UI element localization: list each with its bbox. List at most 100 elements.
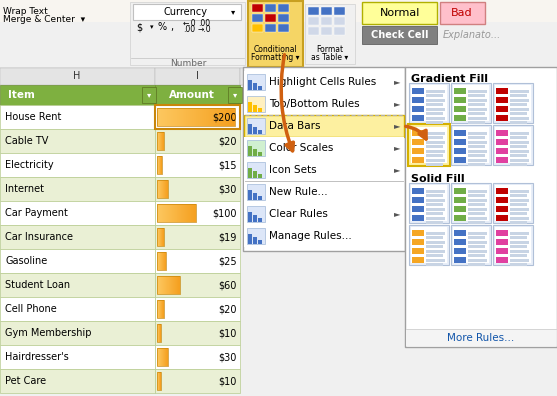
Text: Icon Sets: Icon Sets [269, 165, 316, 175]
Bar [159, 108, 160, 126]
Bar [510, 154, 527, 157]
Bar [181, 204, 182, 222]
Bar [160, 324, 161, 342]
Bar [496, 248, 508, 254]
Bar [321, 7, 332, 15]
Bar [188, 204, 189, 222]
Bar [158, 156, 159, 174]
Text: $60: $60 [219, 280, 237, 290]
Bar [229, 108, 230, 126]
Bar [164, 108, 165, 126]
Bar [412, 188, 424, 194]
Bar [199, 108, 200, 126]
Bar [408, 124, 450, 166]
Bar [248, 190, 252, 200]
Bar [164, 348, 165, 366]
Bar [234, 108, 235, 126]
Bar [160, 300, 161, 318]
Bar [186, 108, 187, 126]
Bar [226, 108, 227, 126]
Bar [176, 108, 177, 126]
Text: as Table ▾: as Table ▾ [311, 53, 349, 61]
Bar [493, 83, 533, 123]
Bar [163, 108, 164, 126]
Bar [224, 108, 225, 126]
Bar [510, 217, 529, 220]
Bar [168, 204, 169, 222]
Bar [162, 108, 163, 126]
Bar [200, 108, 201, 126]
Bar [496, 239, 508, 245]
Bar [468, 121, 485, 124]
Bar [510, 108, 529, 111]
Bar [247, 118, 265, 134]
Bar [164, 276, 165, 294]
Text: ►: ► [394, 166, 400, 175]
Bar [247, 184, 265, 200]
Bar [412, 230, 424, 236]
Bar [160, 228, 161, 246]
Bar [222, 108, 223, 126]
Bar [426, 208, 445, 211]
Bar [454, 248, 466, 254]
Bar [454, 188, 466, 194]
Bar [493, 125, 533, 165]
Bar [496, 148, 508, 154]
Bar [510, 163, 527, 166]
Bar [0, 345, 155, 369]
Bar [426, 112, 443, 115]
Bar [163, 204, 164, 222]
Bar [496, 206, 508, 212]
Bar [468, 245, 485, 248]
Text: Explanato...: Explanato... [443, 30, 501, 40]
Bar [180, 108, 181, 126]
Bar [0, 0, 557, 68]
Bar [175, 108, 176, 126]
Bar [510, 112, 527, 115]
Bar [265, 4, 276, 12]
Bar [185, 108, 186, 126]
Bar [184, 108, 185, 126]
Bar [426, 263, 443, 266]
Bar [209, 108, 210, 126]
Bar [157, 348, 168, 366]
Bar [172, 204, 173, 222]
Bar [182, 204, 183, 222]
Bar [426, 159, 445, 162]
Text: $15: $15 [218, 160, 237, 170]
Bar [496, 88, 508, 94]
Bar [426, 117, 445, 120]
Bar [183, 204, 184, 222]
Text: $30: $30 [219, 352, 237, 362]
Bar [186, 204, 187, 222]
Bar [161, 132, 162, 150]
Bar [130, 2, 245, 65]
Bar [0, 321, 155, 345]
Bar [412, 106, 424, 112]
Bar [170, 204, 171, 222]
Bar [426, 121, 443, 124]
Bar [159, 324, 160, 342]
Text: Bad: Bad [451, 8, 473, 18]
Bar [166, 180, 167, 198]
Text: Gym Membership: Gym Membership [5, 328, 91, 338]
Bar [496, 257, 508, 263]
Bar [155, 153, 240, 177]
Bar [168, 276, 169, 294]
Bar [258, 152, 262, 156]
Bar [192, 108, 193, 126]
Bar [180, 204, 181, 222]
Bar [453, 185, 489, 221]
Bar [166, 204, 167, 222]
Bar [161, 276, 162, 294]
Bar [426, 203, 443, 206]
Bar [426, 250, 445, 253]
Bar [468, 194, 485, 197]
Text: .00: .00 [183, 25, 195, 34]
Bar [166, 348, 167, 366]
Text: $10: $10 [219, 328, 237, 338]
Bar [244, 225, 404, 247]
Bar [174, 108, 175, 126]
Bar [176, 276, 177, 294]
Bar [258, 108, 262, 112]
